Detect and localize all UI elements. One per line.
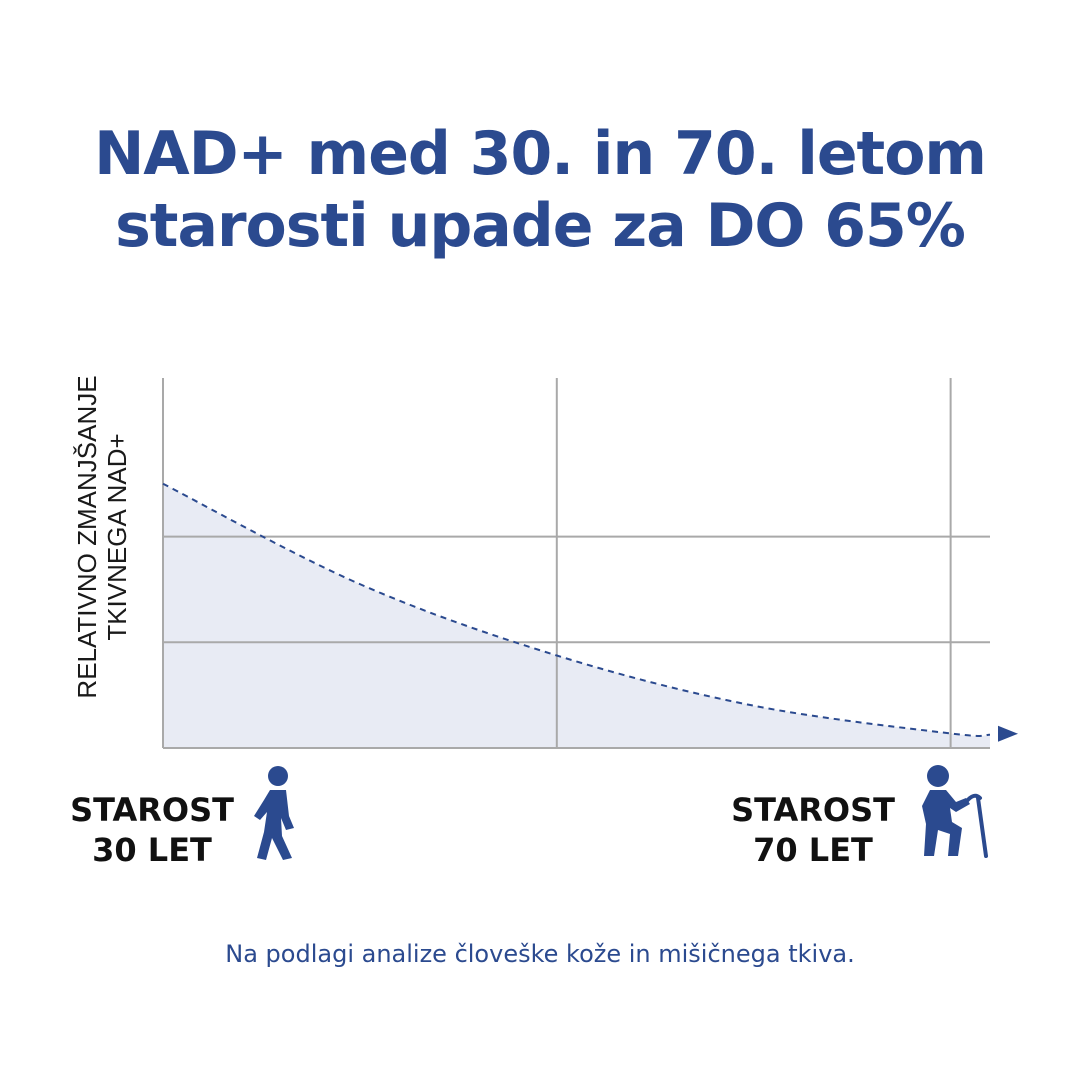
end-age-label: STAROST 70 LET — [698, 790, 928, 870]
end-age-label-line-2: 70 LET — [753, 831, 873, 869]
series-line — [162, 482, 991, 737]
end-age-label-line-1: STAROST — [731, 791, 895, 829]
start-age-label-line-1: STAROST — [70, 791, 234, 829]
series-arrowhead — [998, 725, 1018, 742]
title-line-1: NAD+ med 30. in 70. letom — [94, 119, 987, 189]
walking-person-icon — [254, 766, 294, 860]
start-age-label-line-2: 30 LET — [92, 831, 212, 869]
page-title: NAD+ med 30. in 70. letom starosti upade… — [0, 118, 1080, 262]
area-fill — [163, 483, 990, 748]
elderly-person-with-cane-icon — [922, 765, 988, 858]
footnote: Na podlagi analize človeške kože in miši… — [225, 940, 855, 968]
start-age-label: STAROST 30 LET — [37, 790, 267, 870]
title-line-2: starosti upade za DO 65% — [115, 191, 966, 261]
